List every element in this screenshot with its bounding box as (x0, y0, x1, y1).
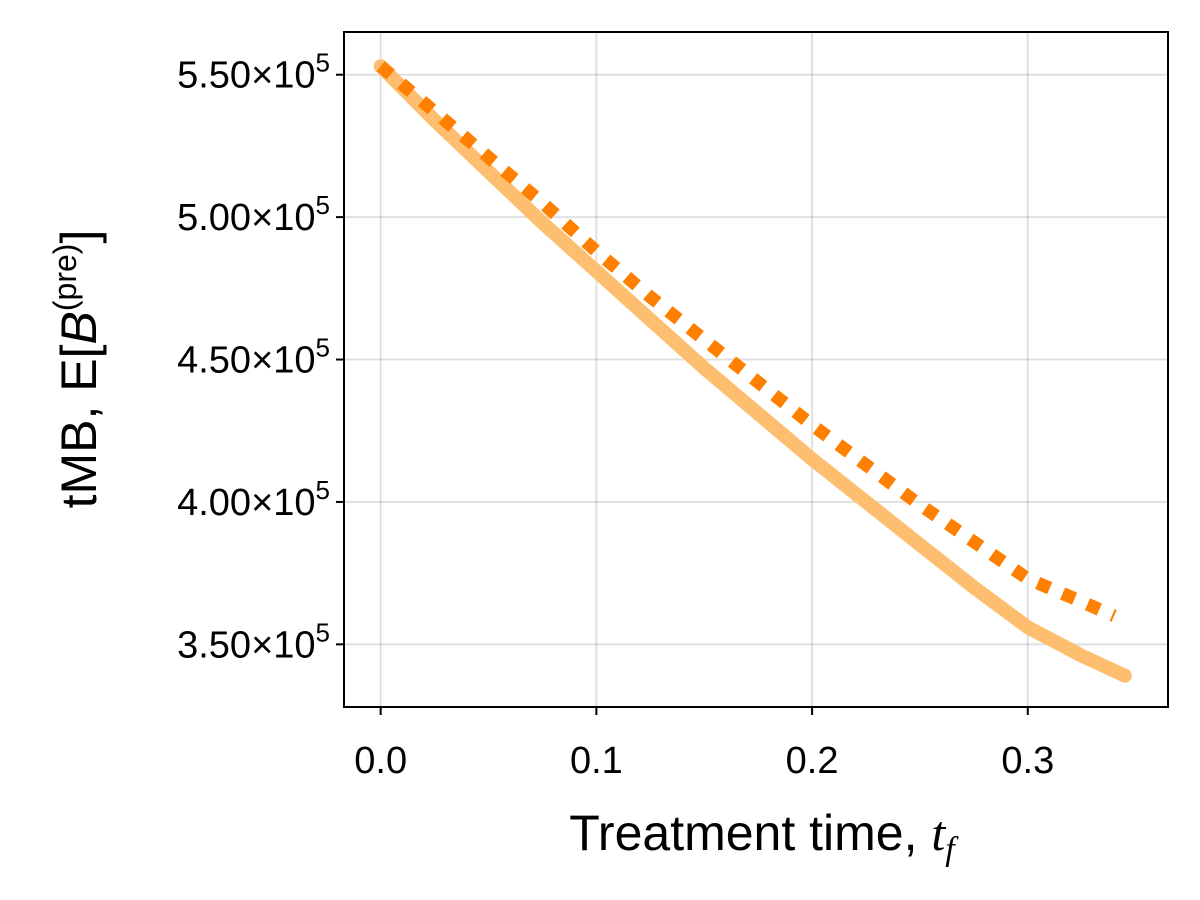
y-axis-label: tMB, E[B(pre)] (47, 230, 107, 509)
y-tick-label: 4.50×105 (177, 333, 330, 382)
x-tick-label: 0.1 (570, 740, 623, 782)
y-tick-label: 4.00×105 (177, 475, 330, 524)
x-tick-label: 0.0 (354, 740, 407, 782)
series-line-2 (376, 61, 1117, 622)
series-line-1 (373, 59, 1132, 683)
x-axis-label: Treatment time, tf (569, 805, 959, 868)
y-tick-label: 3.50×105 (177, 617, 330, 666)
plot-frame (343, 31, 1169, 708)
x-tick-label: 0.3 (1001, 740, 1054, 782)
series-layer (373, 59, 1132, 683)
y-tick-label: 5.00×105 (177, 190, 330, 239)
x-tick-label: 0.2 (786, 740, 839, 782)
x-axis-ticks: 0.0 0.1 0.2 0.3 (354, 707, 1054, 782)
y-tick-label: 5.50×105 (177, 48, 330, 97)
y-axis-ticks: 3.50×105 4.00×105 4.50×105 5.00×105 5.50×105 (177, 48, 344, 666)
grid-lines (344, 32, 1168, 707)
